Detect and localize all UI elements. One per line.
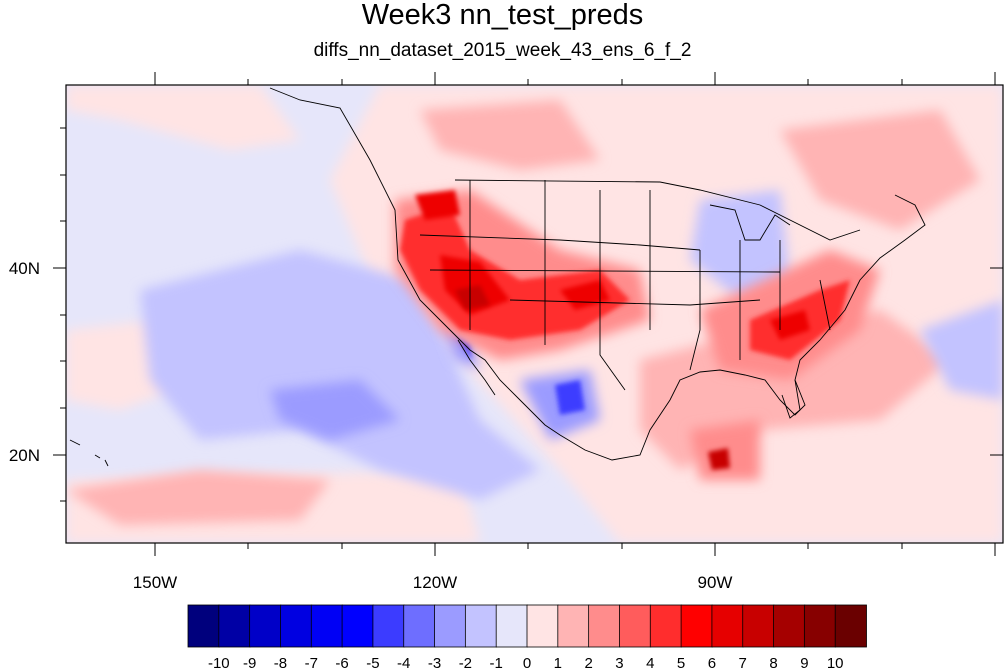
- colorbar-label: -4: [397, 655, 410, 672]
- colorbar-label: -10: [208, 655, 230, 672]
- colorbar-swatch: [249, 604, 282, 648]
- colorbar-swatch: [649, 604, 682, 648]
- colorbar-label: 9: [800, 655, 808, 672]
- colorbar-label: -5: [366, 655, 379, 672]
- colorbar-swatch: [341, 604, 374, 648]
- colorbar-swatch: [742, 604, 775, 648]
- colorbar-label: -8: [274, 655, 287, 672]
- colorbar: -10 -9 -8 -7 -6 -5 -4 -3 -2 -1 0 1 2 3 4 5 6 7 8 9 10: [187, 604, 867, 672]
- colorbar-swatch: [310, 604, 343, 648]
- colorbar-swatch: [526, 604, 559, 648]
- map-frame: [65, 84, 1004, 544]
- colorbar-swatch: [557, 604, 590, 648]
- colorbar-label: 4: [646, 655, 654, 672]
- colorbar-swatch: [588, 604, 621, 648]
- colorbar-swatch: [403, 604, 436, 648]
- x-tick-label: 120W: [413, 573, 457, 592]
- colorbar-swatch: [372, 604, 405, 648]
- colorbar-swatch: [680, 604, 713, 648]
- colorbar-label: -6: [335, 655, 348, 672]
- colorbar-swatch: [218, 604, 251, 648]
- colorbar-swatch: [434, 604, 467, 648]
- colorbar-label: 7: [739, 655, 747, 672]
- colorbar-swatch: [773, 604, 806, 648]
- colorbar-label: 1: [554, 655, 562, 672]
- anomaly-field: [66, 85, 1003, 543]
- x-tick-label: 90W: [698, 573, 733, 592]
- colorbar-label: 6: [708, 655, 716, 672]
- x-tick-label: 150W: [133, 573, 177, 592]
- colorbar-swatch: [187, 604, 220, 648]
- colorbar-label: -9: [243, 655, 256, 672]
- colorbar-label: 10: [827, 655, 844, 672]
- colorbar-label: -2: [459, 655, 472, 672]
- y-tick-label: 20N: [9, 446, 40, 465]
- colorbar-swatch: [280, 604, 313, 648]
- colorbar-swatch: [619, 604, 652, 648]
- y-tick-label: 40N: [9, 259, 40, 278]
- colorbar-swatch: [834, 604, 867, 648]
- colorbar-swatch: [803, 604, 837, 648]
- colorbar-swatch: [464, 604, 498, 648]
- colorbar-label: 5: [677, 655, 685, 672]
- colorbar-label: -7: [305, 655, 318, 672]
- colorbar-swatch: [711, 604, 744, 648]
- colorbar-swatch: [495, 604, 528, 648]
- colorbar-label: 0: [523, 655, 531, 672]
- plot-title: Week3 nn_test_preds: [361, 0, 644, 31]
- colorbar-label: -3: [428, 655, 441, 672]
- colorbar-label: 3: [615, 655, 623, 672]
- axis-ticks: [53, 72, 1003, 556]
- colorbar-label: 8: [769, 655, 777, 672]
- colorbar-label: 2: [584, 655, 592, 672]
- colorbar-label: -1: [490, 655, 503, 672]
- plot-subtitle: diffs_nn_dataset_2015_week_43_ens_6_f_2: [313, 40, 692, 61]
